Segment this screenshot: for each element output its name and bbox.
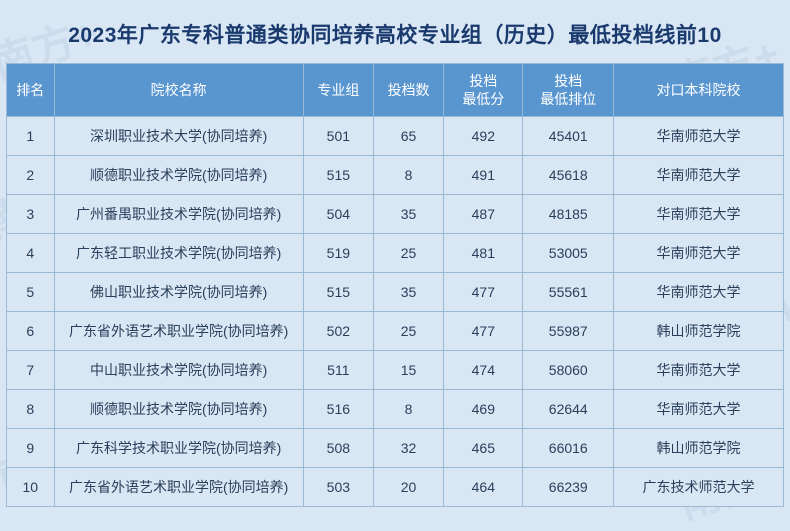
table-cell: 25 [373, 312, 443, 351]
table-cell: 465 [444, 429, 523, 468]
table-cell: 515 [303, 156, 373, 195]
page-title: 2023年广东专科普通类协同培养高校专业组（历史）最低投档线前10 [6, 7, 784, 63]
table-row: 8顺德职业技术学院(协同培养)516846962644华南师范大学 [7, 390, 784, 429]
table-cell: 8 [7, 390, 55, 429]
table-cell: 516 [303, 390, 373, 429]
header-text: 最低排位 [540, 91, 596, 107]
table-cell: 65 [373, 117, 443, 156]
table-cell: 10 [7, 468, 55, 507]
table-cell: 韩山师范学院 [614, 429, 784, 468]
table-cell: 1 [7, 117, 55, 156]
table-cell: 深圳职业技术大学(协同培养) [54, 117, 303, 156]
table-cell: 顺德职业技术学院(协同培养) [54, 390, 303, 429]
table-row: 1深圳职业技术大学(协同培养)5016549245401华南师范大学 [7, 117, 784, 156]
table-cell: 华南师范大学 [614, 351, 784, 390]
table-cell: 华南师范大学 [614, 390, 784, 429]
table-cell: 45618 [523, 156, 614, 195]
table-body: 1深圳职业技术大学(协同培养)5016549245401华南师范大学2顺德职业技… [7, 117, 784, 507]
table-cell: 511 [303, 351, 373, 390]
column-header: 对口本科院校 [614, 64, 784, 117]
table-cell: 62644 [523, 390, 614, 429]
table-cell: 20 [373, 468, 443, 507]
table-cell: 6 [7, 312, 55, 351]
table-cell: 佛山职业技术学院(协同培养) [54, 273, 303, 312]
table-cell: 501 [303, 117, 373, 156]
table-row: 4广东轻工职业技术学院(协同培养)5192548153005华南师范大学 [7, 234, 784, 273]
table-row: 10广东省外语艺术职业学院(协同培养)5032046466239广东技术师范大学 [7, 468, 784, 507]
table-cell: 58060 [523, 351, 614, 390]
table-cell: 66016 [523, 429, 614, 468]
table-cell: 32 [373, 429, 443, 468]
table-cell: 15 [373, 351, 443, 390]
ranking-table: 排名院校名称专业组投档数投档最低分投档最低排位对口本科院校 1深圳职业技术大学(… [6, 63, 784, 507]
table-cell: 474 [444, 351, 523, 390]
table-cell: 508 [303, 429, 373, 468]
table-cell: 492 [444, 117, 523, 156]
header-text: 投档 [554, 73, 582, 89]
column-header: 投档数 [373, 64, 443, 117]
column-header: 专业组 [303, 64, 373, 117]
table-cell: 55561 [523, 273, 614, 312]
table-cell: 504 [303, 195, 373, 234]
table-cell: 华南师范大学 [614, 234, 784, 273]
table-row: 9广东科学技术职业学院(协同培养)5083246566016韩山师范学院 [7, 429, 784, 468]
table-cell: 8 [373, 156, 443, 195]
table-cell: 5 [7, 273, 55, 312]
table-cell: 519 [303, 234, 373, 273]
table-cell: 4 [7, 234, 55, 273]
header-text: 最低分 [462, 91, 504, 107]
table-cell: 华南师范大学 [614, 195, 784, 234]
table-row: 3广州番禺职业技术学院(协同培养)5043548748185华南师范大学 [7, 195, 784, 234]
table-cell: 487 [444, 195, 523, 234]
table-cell: 7 [7, 351, 55, 390]
table-cell: 35 [373, 195, 443, 234]
table-cell: 491 [444, 156, 523, 195]
table-cell: 韩山师范学院 [614, 312, 784, 351]
table-cell: 503 [303, 468, 373, 507]
table-cell: 45401 [523, 117, 614, 156]
table-header: 排名院校名称专业组投档数投档最低分投档最低排位对口本科院校 [7, 64, 784, 117]
table-cell: 华南师范大学 [614, 117, 784, 156]
table-row: 2顺德职业技术学院(协同培养)515849145618华南师范大学 [7, 156, 784, 195]
table-cell: 53005 [523, 234, 614, 273]
table-cell: 8 [373, 390, 443, 429]
table-cell: 477 [444, 312, 523, 351]
table-row: 5佛山职业技术学院(协同培养)5153547755561华南师范大学 [7, 273, 784, 312]
header-text: 投档 [469, 73, 497, 89]
table-cell: 25 [373, 234, 443, 273]
table-cell: 469 [444, 390, 523, 429]
table-cell: 广东轻工职业技术学院(协同培养) [54, 234, 303, 273]
table-cell: 35 [373, 273, 443, 312]
table-cell: 66239 [523, 468, 614, 507]
table-cell: 顺德职业技术学院(协同培养) [54, 156, 303, 195]
column-header: 投档最低排位 [523, 64, 614, 117]
table-cell: 2 [7, 156, 55, 195]
column-header: 院校名称 [54, 64, 303, 117]
column-header: 投档最低分 [444, 64, 523, 117]
table-cell: 广东省外语艺术职业学院(协同培养) [54, 312, 303, 351]
table-cell: 515 [303, 273, 373, 312]
table-cell: 广东技术师范大学 [614, 468, 784, 507]
table-row: 6广东省外语艺术职业学院(协同培养)5022547755987韩山师范学院 [7, 312, 784, 351]
table-cell: 48185 [523, 195, 614, 234]
table-cell: 502 [303, 312, 373, 351]
table-cell: 477 [444, 273, 523, 312]
column-header: 排名 [7, 64, 55, 117]
table-cell: 481 [444, 234, 523, 273]
table-cell: 464 [444, 468, 523, 507]
table-cell: 华南师范大学 [614, 273, 784, 312]
table-cell: 中山职业技术学院(协同培养) [54, 351, 303, 390]
table-cell: 广东科学技术职业学院(协同培养) [54, 429, 303, 468]
table-cell: 55987 [523, 312, 614, 351]
table-row: 7中山职业技术学院(协同培养)5111547458060华南师范大学 [7, 351, 784, 390]
table-cell: 华南师范大学 [614, 156, 784, 195]
table-cell: 3 [7, 195, 55, 234]
table-cell: 广东省外语艺术职业学院(协同培养) [54, 468, 303, 507]
table-cell: 9 [7, 429, 55, 468]
table-cell: 广州番禺职业技术学院(协同培养) [54, 195, 303, 234]
page-container: 2023年广东专科普通类协同培养高校专业组（历史）最低投档线前10 排名院校名称… [0, 0, 790, 514]
